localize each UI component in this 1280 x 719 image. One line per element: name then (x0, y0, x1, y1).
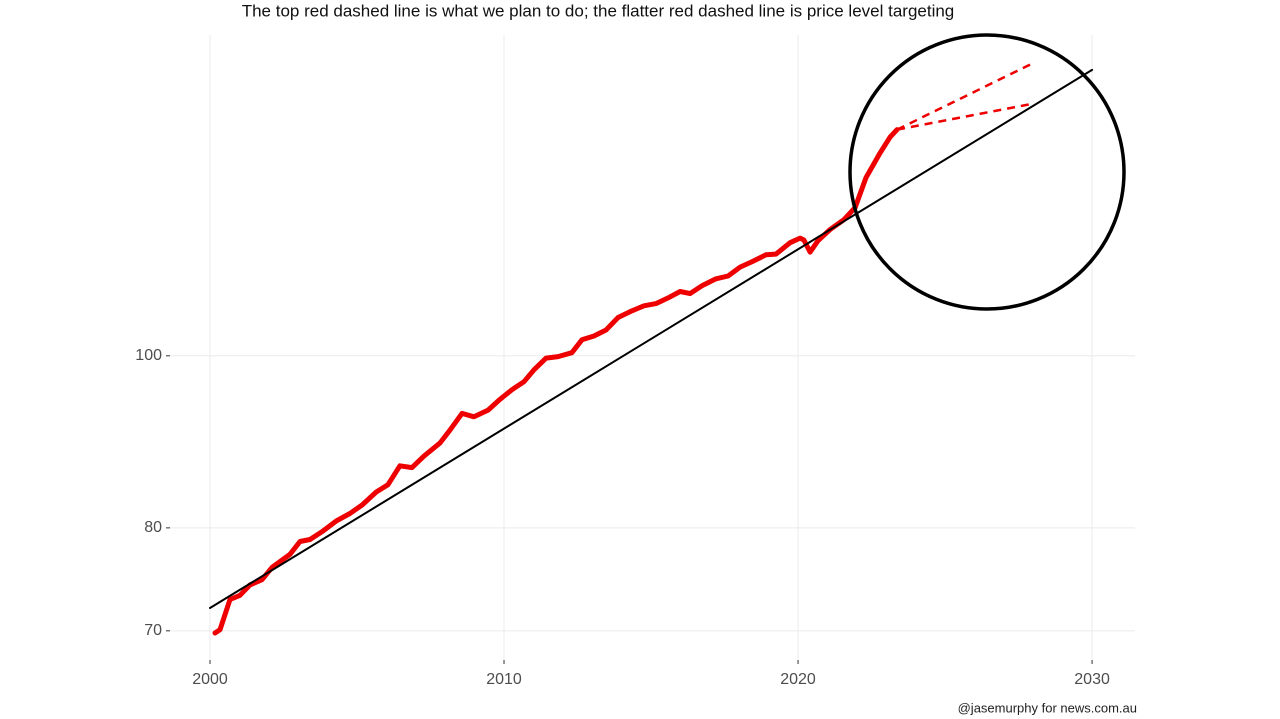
highlight-circle (848, 33, 1126, 311)
x-tick-label: 2020 (780, 671, 816, 688)
caption: @jasemurphy for news.com.au (958, 700, 1137, 715)
x-tick-label: 2030 (1074, 671, 1110, 688)
x-tick-label: 2010 (486, 671, 522, 688)
chart-title: The top red dashed line is what we plan … (242, 1, 955, 20)
dashed-line (896, 102, 1034, 131)
y-tick-label: 100 (135, 347, 162, 364)
grid: 2000 2010 2020 2030 70 80 100 (135, 35, 1135, 688)
line (212, 127, 900, 636)
x-tick-label: 2000 (192, 671, 228, 688)
line (209, 68, 1094, 609)
y-tick-label: 70 (144, 622, 162, 639)
marks (209, 61, 1094, 636)
y-tick-label: 80 (144, 519, 162, 536)
dashed-line (896, 61, 1034, 131)
